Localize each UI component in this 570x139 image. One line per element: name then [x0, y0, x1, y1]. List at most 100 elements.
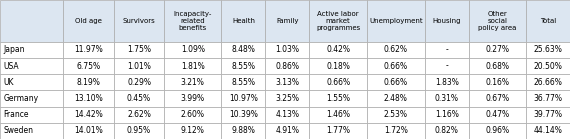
Bar: [221, 42, 266, 58]
Bar: [221, 74, 266, 90]
Text: Other
social
policy area: Other social policy area: [478, 11, 516, 31]
Text: 10.97%: 10.97%: [229, 94, 258, 103]
Text: 0.66%: 0.66%: [384, 62, 408, 70]
Text: 2.62%: 2.62%: [127, 110, 151, 119]
Bar: [367, 42, 425, 58]
Bar: [164, 0, 221, 42]
Bar: [526, 123, 570, 139]
Text: 14.01%: 14.01%: [74, 126, 103, 135]
Bar: [310, 42, 367, 58]
Text: 4.91%: 4.91%: [275, 126, 299, 135]
Text: 1.46%: 1.46%: [326, 110, 350, 119]
Bar: [63, 42, 114, 58]
Bar: [266, 107, 310, 123]
Text: Survivors: Survivors: [123, 18, 156, 24]
Bar: [469, 107, 526, 123]
Bar: [0, 0, 63, 42]
Bar: [0, 123, 63, 139]
Bar: [221, 0, 266, 42]
Text: 0.67%: 0.67%: [485, 94, 510, 103]
Text: 39.77%: 39.77%: [534, 110, 563, 119]
Text: 8.55%: 8.55%: [231, 78, 255, 87]
Bar: [63, 58, 114, 74]
Bar: [425, 58, 469, 74]
Bar: [425, 0, 469, 42]
Text: Health: Health: [232, 18, 255, 24]
Text: 0.66%: 0.66%: [326, 78, 350, 87]
Text: UK: UK: [3, 78, 14, 87]
Bar: [0, 58, 63, 74]
Bar: [469, 0, 526, 42]
Text: 3.99%: 3.99%: [181, 94, 205, 103]
Bar: [367, 58, 425, 74]
Bar: [310, 58, 367, 74]
Text: 0.16%: 0.16%: [485, 78, 510, 87]
Text: 0.29%: 0.29%: [127, 78, 151, 87]
Bar: [367, 107, 425, 123]
Text: 0.95%: 0.95%: [127, 126, 151, 135]
Bar: [425, 107, 469, 123]
Text: Japan: Japan: [3, 45, 25, 54]
Bar: [164, 42, 221, 58]
Text: 13.10%: 13.10%: [74, 94, 103, 103]
Bar: [469, 74, 526, 90]
Text: 1.75%: 1.75%: [127, 45, 151, 54]
Text: 11.97%: 11.97%: [74, 45, 103, 54]
Bar: [526, 107, 570, 123]
Bar: [526, 74, 570, 90]
Bar: [310, 74, 367, 90]
Bar: [367, 123, 425, 139]
Bar: [63, 74, 114, 90]
Bar: [310, 0, 367, 42]
Bar: [63, 0, 114, 42]
Text: Old age: Old age: [75, 18, 102, 24]
Bar: [310, 123, 367, 139]
Text: 3.13%: 3.13%: [275, 78, 299, 87]
Bar: [164, 123, 221, 139]
Bar: [0, 107, 63, 123]
Text: 44.14%: 44.14%: [534, 126, 563, 135]
Bar: [367, 90, 425, 107]
Text: 2.48%: 2.48%: [384, 94, 408, 103]
Text: 1.01%: 1.01%: [127, 62, 151, 70]
Bar: [469, 123, 526, 139]
Text: 0.18%: 0.18%: [326, 62, 350, 70]
Text: 25.63%: 25.63%: [534, 45, 563, 54]
Text: 9.12%: 9.12%: [181, 126, 205, 135]
Bar: [526, 58, 570, 74]
Bar: [0, 90, 63, 107]
Text: 1.72%: 1.72%: [384, 126, 408, 135]
Text: 1.03%: 1.03%: [275, 45, 299, 54]
Text: 10.39%: 10.39%: [229, 110, 258, 119]
Text: 6.75%: 6.75%: [76, 62, 100, 70]
Bar: [221, 107, 266, 123]
Bar: [164, 107, 221, 123]
Text: Active labor
market
programmes: Active labor market programmes: [316, 11, 360, 31]
Text: 0.82%: 0.82%: [435, 126, 459, 135]
Bar: [469, 58, 526, 74]
Bar: [367, 0, 425, 42]
Text: 20.50%: 20.50%: [534, 62, 563, 70]
Bar: [114, 90, 164, 107]
Text: 1.09%: 1.09%: [181, 45, 205, 54]
Text: 8.48%: 8.48%: [231, 45, 255, 54]
Bar: [425, 90, 469, 107]
Text: Sweden: Sweden: [3, 126, 34, 135]
Text: Family: Family: [276, 18, 299, 24]
Bar: [164, 90, 221, 107]
Text: 2.60%: 2.60%: [181, 110, 205, 119]
Text: 4.13%: 4.13%: [275, 110, 299, 119]
Bar: [63, 107, 114, 123]
Bar: [114, 123, 164, 139]
Bar: [114, 0, 164, 42]
Text: 8.55%: 8.55%: [231, 62, 255, 70]
Text: Unemployment: Unemployment: [369, 18, 422, 24]
Text: 36.77%: 36.77%: [534, 94, 563, 103]
Bar: [526, 90, 570, 107]
Text: 0.96%: 0.96%: [485, 126, 510, 135]
Text: -: -: [445, 62, 448, 70]
Bar: [526, 0, 570, 42]
Bar: [266, 0, 310, 42]
Bar: [266, 90, 310, 107]
Bar: [310, 90, 367, 107]
